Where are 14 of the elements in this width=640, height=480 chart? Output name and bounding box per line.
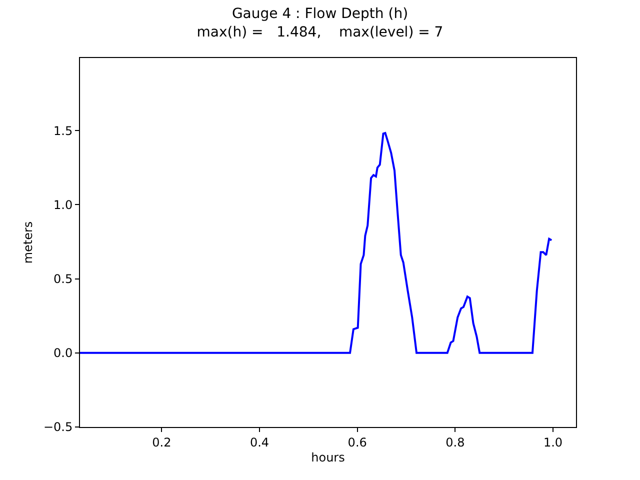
x-tick-label: 0.6 xyxy=(348,435,367,450)
x-tick-label: 0.8 xyxy=(446,435,465,450)
y-tick-label: −0.5 xyxy=(43,420,73,434)
line-series xyxy=(80,132,553,354)
chart-title: Gauge 4 : Flow Depth (h) max(h) = 1.484, max(level) = 7 xyxy=(196,6,444,40)
y-tick-label: 1.0 xyxy=(54,198,73,212)
x-tick-label: 1.0 xyxy=(543,435,563,450)
x-axis-title: hours xyxy=(311,450,345,464)
y-tick-label: 1.5 xyxy=(54,124,73,138)
y-axis-title: meters xyxy=(20,221,35,264)
x-tick-label: 0.4 xyxy=(250,435,270,450)
x-tick-label: 0.2 xyxy=(152,435,172,450)
y-tick-label: 0.5 xyxy=(54,272,73,286)
y-tick-label: 0.0 xyxy=(54,346,73,360)
